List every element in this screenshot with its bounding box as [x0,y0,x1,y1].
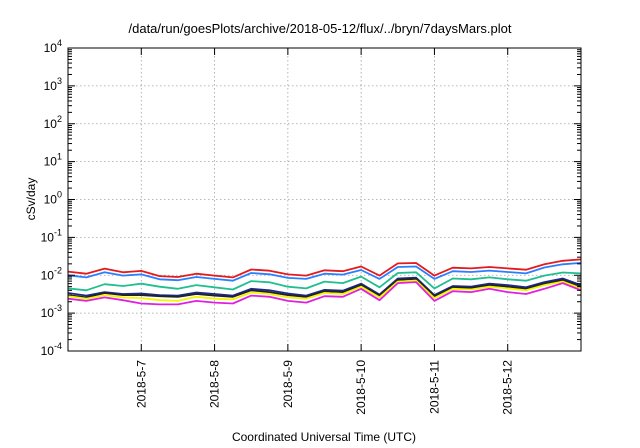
x-tick-label: 2018-5-9 [281,360,295,408]
series-line-1 [67,258,582,279]
x-tick-label: 2018-5-12 [501,360,515,415]
series-line-7 [67,281,582,306]
y-tick-label: 10-4 [41,341,62,358]
y-tick-label: 10-2 [41,265,62,282]
series-line-5 [67,278,582,299]
series-line-6 [67,279,582,302]
x-tick-label: 2018-5-7 [134,360,148,408]
x-axis-ticks: 2018-5-7 2018-5-8 2018-5-9 2018-5-10 2018-5-… [134,48,515,415]
y-tick-label: 103 [44,76,62,93]
series-line-2 [67,262,582,282]
y-tick-label: 10-1 [41,227,62,244]
y-tick-label: 101 [44,152,62,169]
x-tick-label: 2018-5-11 [427,360,441,414]
chart-title: /data/run/goesPlots/archive/2018-05-12/f… [129,21,512,36]
x-tick-label: 2018-5-8 [208,360,222,408]
y-tick-label: 104 [44,38,62,55]
x-axis-label: Coordinated Universal Time (UTC) [232,430,416,444]
series-line-3 [67,271,582,292]
y-axis-ticks: 10-4 10-3 10-2 10-1 100 101 102 103 104 [41,38,581,358]
series-lines [67,258,582,306]
series-line-4 [67,276,582,297]
y-tick-label: 100 [44,190,62,207]
y-axis-label: cSv/day [24,178,38,221]
grid [68,48,581,351]
y-tick-label: 102 [44,114,62,131]
x-tick-label: 2018-5-10 [354,360,368,415]
y-tick-label: 10-3 [41,303,62,320]
